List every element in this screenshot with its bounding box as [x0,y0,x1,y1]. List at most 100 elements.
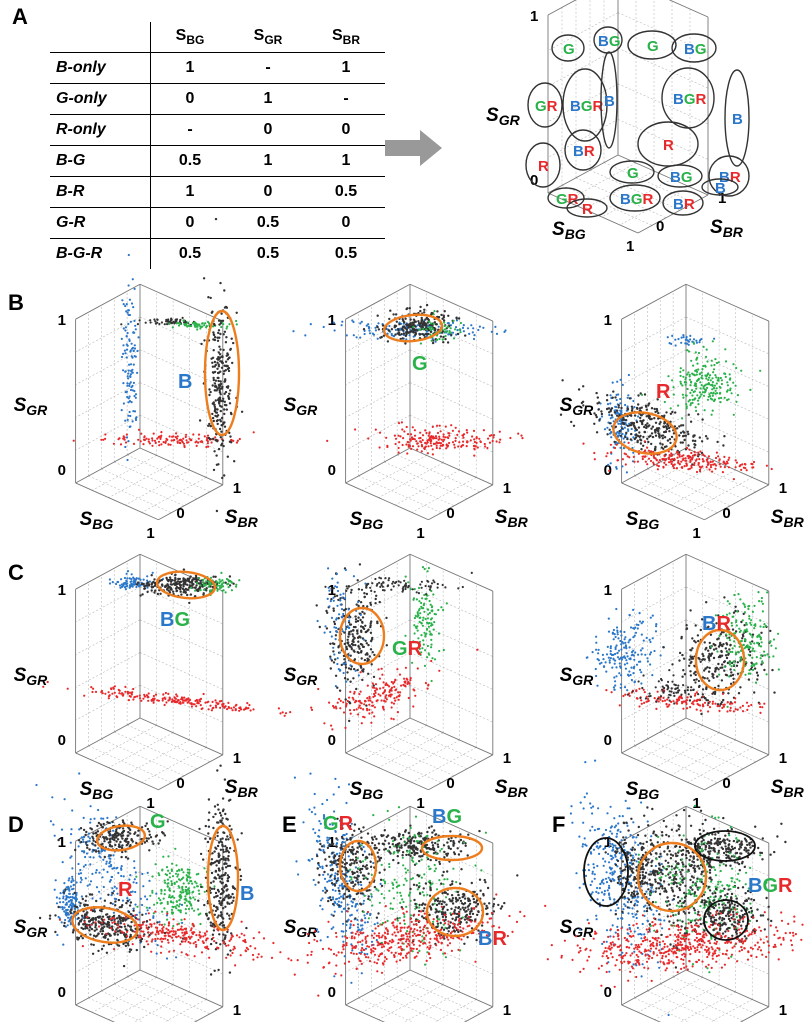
scatter-point [153,591,156,594]
box-edge [158,754,224,791]
scatter-point [698,391,702,394]
scatter-point [451,321,455,324]
scatter-point [739,656,742,659]
scatter-point [705,348,708,351]
scatter-point [244,707,247,711]
scatter-point [132,881,135,884]
scatter-point [149,321,152,324]
scatter-point [693,443,696,446]
scatter-point [756,674,760,677]
scatter-point [659,654,662,657]
scatter-point [498,441,501,444]
scatter-point [158,444,161,447]
scatter-point [473,444,476,447]
scatter-point [736,661,739,664]
scatter-point [747,705,750,708]
scatter-point [672,386,675,389]
scatter-point [134,393,138,396]
scatter-point [357,640,360,643]
scatter-point [390,701,393,704]
scatter-point [351,633,354,636]
panel-b2-box [345,283,494,521]
scatter-point [129,320,132,323]
scatter-point [115,867,118,870]
scatter-point [213,370,217,374]
scatter-point [608,432,612,435]
scatter-point [640,633,643,636]
scatter-point [388,329,391,332]
panel-letter-a: A [12,4,28,29]
scatter-point [770,644,773,647]
cell: 0 [307,114,385,146]
scatter-point [381,692,385,695]
scatter-point [402,325,406,328]
scatter-point [711,692,714,695]
scatter-point [479,440,482,444]
scatter-point [691,439,695,442]
scatter-point [712,392,715,395]
scatter-point [61,906,64,909]
scatter-point [374,689,377,692]
scatter-point [222,348,225,352]
scatter-point [355,336,358,339]
scatter-point [753,663,756,666]
scatter-point [133,696,136,699]
scatter-point [673,702,676,705]
scatter-point [615,626,619,629]
scatter-point [426,644,429,648]
scatter-point [665,427,669,431]
grid-line [654,732,720,768]
scatter-point [395,688,398,691]
scatter-point [698,658,701,661]
scatter-point [619,402,622,405]
scatter-point [719,391,722,394]
row-label: B-R [50,176,151,208]
scatter-point [739,629,742,632]
scatter-point [466,327,470,330]
scatter-point [735,624,738,627]
scatter-point [176,695,179,698]
box-edge [621,553,687,590]
scatter-point [615,443,618,446]
scatter-point [653,428,657,432]
scatter-point [357,713,360,716]
scatter-point [111,902,114,906]
scatter-point [131,691,134,694]
scatter-point [429,586,432,589]
scatter-point [422,334,426,337]
scatter-point [673,694,676,698]
scatter-point [380,667,383,670]
scatter-point [453,443,456,446]
scatter-point [700,384,703,387]
scatter-point [685,627,688,631]
scatter-point [396,327,400,331]
scatter-point [219,382,223,386]
scatter-point [659,442,662,445]
scatter-point [405,307,408,311]
scatter-point [709,379,712,382]
box-edge [668,0,709,18]
scatter-point [217,379,220,383]
scatter-point [663,461,666,464]
scatter-point [183,444,186,447]
c1-label: BG [160,609,190,631]
scatter-point [190,586,193,590]
schematic-ellipse [527,82,563,128]
scatter-point [708,679,711,682]
scatter-point [654,448,657,451]
scatter-point [716,675,719,678]
scatter-point [613,688,616,691]
scatter-point [753,624,756,627]
scatter-point [421,619,424,622]
scatter-point [173,322,176,325]
scatter-point [640,682,643,685]
scatter-point [363,595,366,599]
box-edge [547,0,577,16]
scatter-point [711,381,715,384]
tick-label: 0 [58,984,66,1001]
scatter-point [357,706,360,709]
scatter-point [220,361,224,364]
scatter-point [630,427,633,431]
scatter-point [216,336,219,339]
scatter-point [729,668,732,671]
